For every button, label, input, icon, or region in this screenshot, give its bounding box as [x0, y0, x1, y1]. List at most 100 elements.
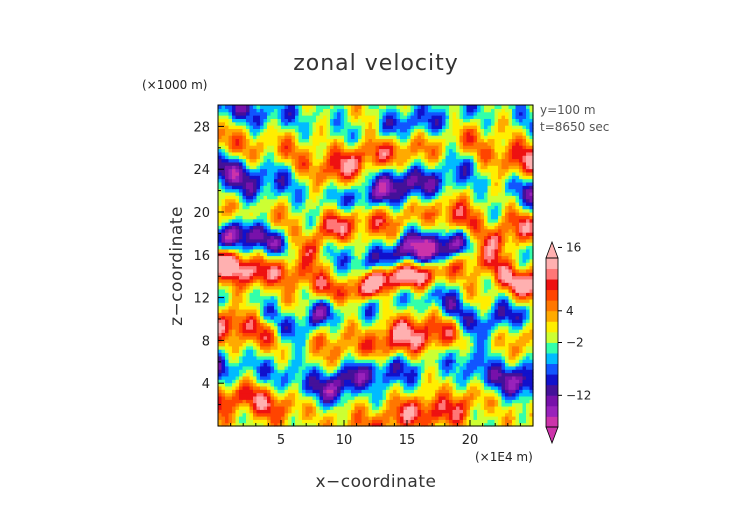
heatmap-cell [235, 268, 240, 273]
heatmap-cell [337, 278, 342, 283]
heatmap-cell [428, 359, 433, 364]
heatmap-cell [253, 359, 258, 364]
heatmap-cell [218, 262, 223, 267]
heatmap-cell [431, 372, 436, 377]
heatmap-cell [372, 285, 377, 290]
heatmap-cell [498, 298, 503, 303]
heatmap-cell [435, 412, 440, 417]
heatmap-cell [326, 382, 331, 387]
heatmap-cell [424, 395, 429, 400]
heatmap-cell [508, 412, 513, 417]
heatmap-cell [365, 319, 370, 323]
heatmap-cell [246, 355, 251, 360]
heatmap-cell [288, 325, 293, 330]
heatmap-cell [529, 415, 534, 420]
heatmap-cell [284, 352, 289, 357]
heatmap-cell [442, 258, 447, 263]
heatmap-cell [424, 399, 429, 404]
heatmap-cell [389, 329, 394, 333]
heatmap-cell [522, 302, 527, 307]
heatmap-cell [347, 415, 352, 420]
heatmap-cell [316, 385, 321, 390]
heatmap-cell [319, 422, 324, 427]
heatmap-cell [375, 329, 380, 333]
heatmap-cell [414, 409, 419, 414]
heatmap-cell [319, 255, 324, 260]
heatmap-cell [375, 312, 380, 317]
heatmap-cell [305, 268, 310, 273]
heatmap-cell [326, 285, 331, 290]
heatmap-cell [284, 265, 289, 270]
heatmap-cell [277, 268, 282, 273]
heatmap-cell [354, 365, 359, 370]
heatmap-cell [487, 335, 492, 340]
heatmap-cell [232, 365, 237, 370]
heatmap-cell [428, 275, 433, 280]
heatmap-cell [473, 288, 478, 293]
heatmap-cell [456, 258, 461, 263]
heatmap-cell [284, 402, 289, 407]
heatmap-cell [515, 275, 520, 280]
heatmap-cell [218, 392, 223, 397]
heatmap-cell [466, 385, 471, 390]
heatmap-cell [337, 365, 342, 370]
heatmap-cell [456, 255, 461, 260]
heatmap-cell [452, 422, 457, 427]
heatmap-cell [480, 392, 485, 397]
heatmap-cell [508, 288, 513, 293]
heatmap-cell [501, 382, 506, 387]
heatmap-cell [417, 335, 422, 340]
heatmap-cell [246, 305, 251, 310]
heatmap-cell [256, 238, 261, 243]
heatmap-cell [375, 389, 380, 394]
heatmap-cell [235, 359, 240, 364]
heatmap-cell [529, 405, 534, 410]
heatmap-cell [456, 375, 461, 380]
heatmap-cell [498, 278, 503, 283]
heatmap-cell [431, 365, 436, 370]
annotation-t: t=8650 sec [540, 120, 609, 134]
heatmap-cell [477, 392, 482, 397]
heatmap-cell [337, 355, 342, 360]
heatmap-cell [435, 262, 440, 267]
heatmap-cell [396, 288, 401, 293]
heatmap-cell [396, 302, 401, 307]
heatmap-cell [344, 349, 349, 354]
heatmap-cell [295, 349, 300, 354]
heatmap-cell [242, 295, 247, 300]
heatmap-cell [218, 349, 223, 354]
heatmap-cell [218, 282, 223, 287]
heatmap-cell [326, 305, 331, 310]
heatmap-cell [466, 375, 471, 380]
heatmap-cell [228, 282, 233, 287]
heatmap-cell [260, 332, 265, 337]
heatmap-cell [508, 275, 513, 280]
heatmap-cell [263, 375, 268, 380]
heatmap-cell [421, 355, 426, 360]
heatmap-cell [225, 262, 230, 267]
heatmap-cell [281, 325, 286, 330]
heatmap-cell [284, 278, 289, 283]
heatmap-cell [347, 238, 352, 243]
heatmap-cell [239, 372, 244, 377]
heatmap-cell [466, 319, 471, 323]
heatmap-cell [347, 339, 352, 343]
heatmap-cell [396, 322, 401, 327]
heatmap-cell [354, 302, 359, 307]
heatmap-cell [333, 335, 338, 340]
heatmap-cell [365, 349, 370, 354]
heatmap-cell [235, 392, 240, 397]
heatmap-cell [291, 312, 296, 317]
heatmap-cell [302, 355, 307, 360]
heatmap-cell [361, 295, 366, 300]
heatmap-cell [498, 262, 503, 267]
heatmap-cell [508, 379, 513, 384]
heatmap-cell [333, 362, 338, 367]
heatmap-cell [452, 292, 457, 297]
heatmap-cell [270, 295, 275, 300]
heatmap-cell [442, 332, 447, 337]
heatmap-cell [494, 255, 499, 260]
heatmap-cell [515, 282, 520, 287]
heatmap-cell [410, 349, 415, 354]
heatmap-cell [512, 305, 517, 310]
